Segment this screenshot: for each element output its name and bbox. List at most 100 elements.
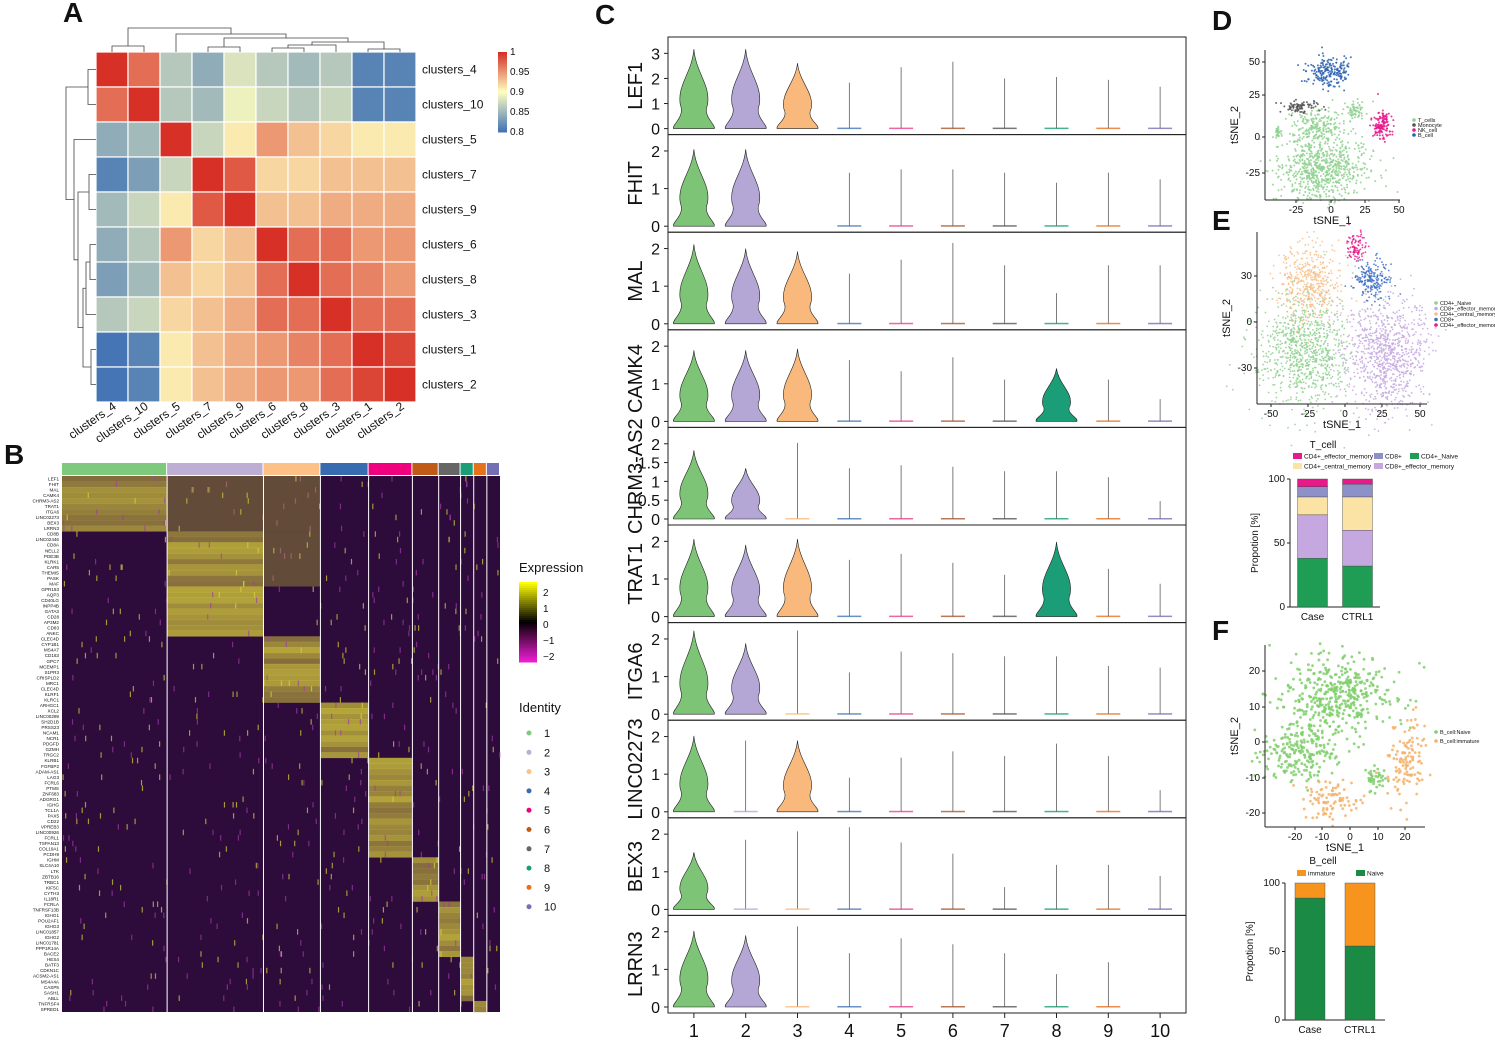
heatmap-speckle: [294, 840, 296, 847]
heatmap-speckle: [301, 708, 303, 714]
color-legend-step: [498, 122, 507, 125]
scatter-point: [1315, 337, 1318, 339]
heatmap-speckle: [95, 636, 97, 642]
heatmap-speckle: [339, 697, 341, 703]
x-tick-label: 3: [792, 1021, 802, 1041]
scatter-point: [1326, 312, 1328, 315]
heatmap-speckle: [372, 592, 374, 598]
violin-base: [837, 225, 862, 227]
heatmap-speckle: [246, 984, 248, 990]
scatter-point: [1331, 99, 1334, 102]
gene-label: SH2D1B: [41, 720, 59, 725]
scatter-point: [1361, 328, 1364, 330]
scatter-point: [1317, 188, 1320, 191]
scatter-point: [1351, 389, 1354, 392]
scatter-point: [1327, 81, 1330, 84]
heatmap-cell: [95, 296, 129, 333]
gene-label: CHRM3-AS2: [32, 499, 59, 504]
scatter-point: [1358, 358, 1361, 361]
heatmap-speckle: [280, 680, 283, 686]
heatmap-speckle: [408, 625, 411, 631]
heatmap-speckle: [72, 840, 74, 847]
scatter-point: [1269, 410, 1272, 413]
scatter-point: [1405, 408, 1407, 411]
heatmap-block: [167, 558, 264, 565]
scatter-point: [1388, 390, 1391, 393]
violin-shape: [776, 348, 819, 422]
scatter-point: [1327, 66, 1330, 69]
scatter-point: [1313, 291, 1316, 294]
scatter-point: [1404, 385, 1407, 388]
scatter-point: [1321, 147, 1324, 150]
scatter-point: [1371, 381, 1374, 383]
scatter-point: [1342, 64, 1345, 67]
scatter-point: [1386, 352, 1389, 355]
scatter-point: [1328, 172, 1331, 175]
scatter-point: [1300, 363, 1303, 366]
gene-label: LEF1: [48, 476, 59, 481]
scatter-point: [1384, 370, 1386, 373]
scatter-point: [1294, 148, 1297, 151]
scatter-point: [1308, 236, 1311, 238]
scatter-point: [1294, 356, 1297, 359]
identity-legend-title: Identity: [519, 700, 561, 715]
heatmap-speckle: [299, 763, 301, 769]
scatter-point: [1326, 177, 1329, 180]
scatter-point: [1304, 341, 1306, 344]
heatmap-speckle: [283, 553, 286, 559]
scatter-point: [1351, 117, 1354, 120]
scatter-point: [1418, 366, 1421, 369]
heatmap-cell: [255, 156, 289, 193]
scatter-point: [1390, 316, 1393, 319]
heatmap-speckle: [80, 918, 82, 924]
scatter-point: [1301, 137, 1304, 140]
scatter-point: [1294, 98, 1297, 101]
scatter-point: [1332, 322, 1335, 325]
heatmap-cell: [223, 331, 257, 368]
scatter-point: [1319, 275, 1322, 278]
x-tick-label: 10: [1150, 1021, 1170, 1041]
scatter-point: [1322, 76, 1325, 79]
scatter-point: [1318, 394, 1321, 397]
scatter-point: [1303, 330, 1305, 333]
scatter-point: [1315, 400, 1318, 402]
gene-label: S1PR3: [44, 670, 59, 675]
heatmap-speckle: [237, 962, 239, 968]
scatter-point: [1271, 333, 1274, 336]
scatter-point: [1314, 313, 1317, 316]
scatter-point: [1302, 131, 1305, 134]
heatmap-speckle: [337, 907, 340, 913]
scatter-point: [1341, 145, 1344, 148]
scatter-point: [1297, 325, 1300, 328]
scatter-point: [1333, 353, 1335, 356]
scatter-point: [1281, 167, 1284, 170]
scatter-point: [1287, 256, 1290, 259]
scatter-point: [1293, 100, 1296, 103]
scatter-point: [1309, 275, 1312, 277]
scatter-point: [1399, 278, 1402, 281]
heatmap-speckle: [124, 1000, 127, 1007]
scatter-point: [1314, 348, 1317, 351]
heatmap-speckle: [66, 514, 68, 521]
scatter-point: [1370, 334, 1373, 337]
scatter-point: [1289, 331, 1292, 334]
scatter-point: [1308, 313, 1310, 316]
scatter-point: [1343, 168, 1346, 171]
scatter-point: [1401, 345, 1403, 348]
heatmap-speckle: [317, 879, 319, 885]
scatter-point: [1326, 377, 1329, 380]
expression-legend-step: [519, 644, 537, 647]
heatmap-speckle: [205, 818, 207, 825]
scatter-point: [1354, 400, 1357, 403]
scatter-point: [1305, 250, 1308, 252]
scatter-point: [1305, 113, 1308, 116]
scatter-point: [1370, 346, 1373, 349]
scatter-point: [1398, 322, 1401, 325]
scatter-point: [1326, 82, 1329, 85]
scatter-point: [1358, 320, 1361, 323]
heatmap-speckle: [360, 768, 362, 775]
scatter-point: [1289, 292, 1292, 294]
heatmap-speckle: [296, 929, 299, 935]
scatter-point: [1275, 332, 1278, 335]
heatmap-block: [167, 531, 264, 538]
